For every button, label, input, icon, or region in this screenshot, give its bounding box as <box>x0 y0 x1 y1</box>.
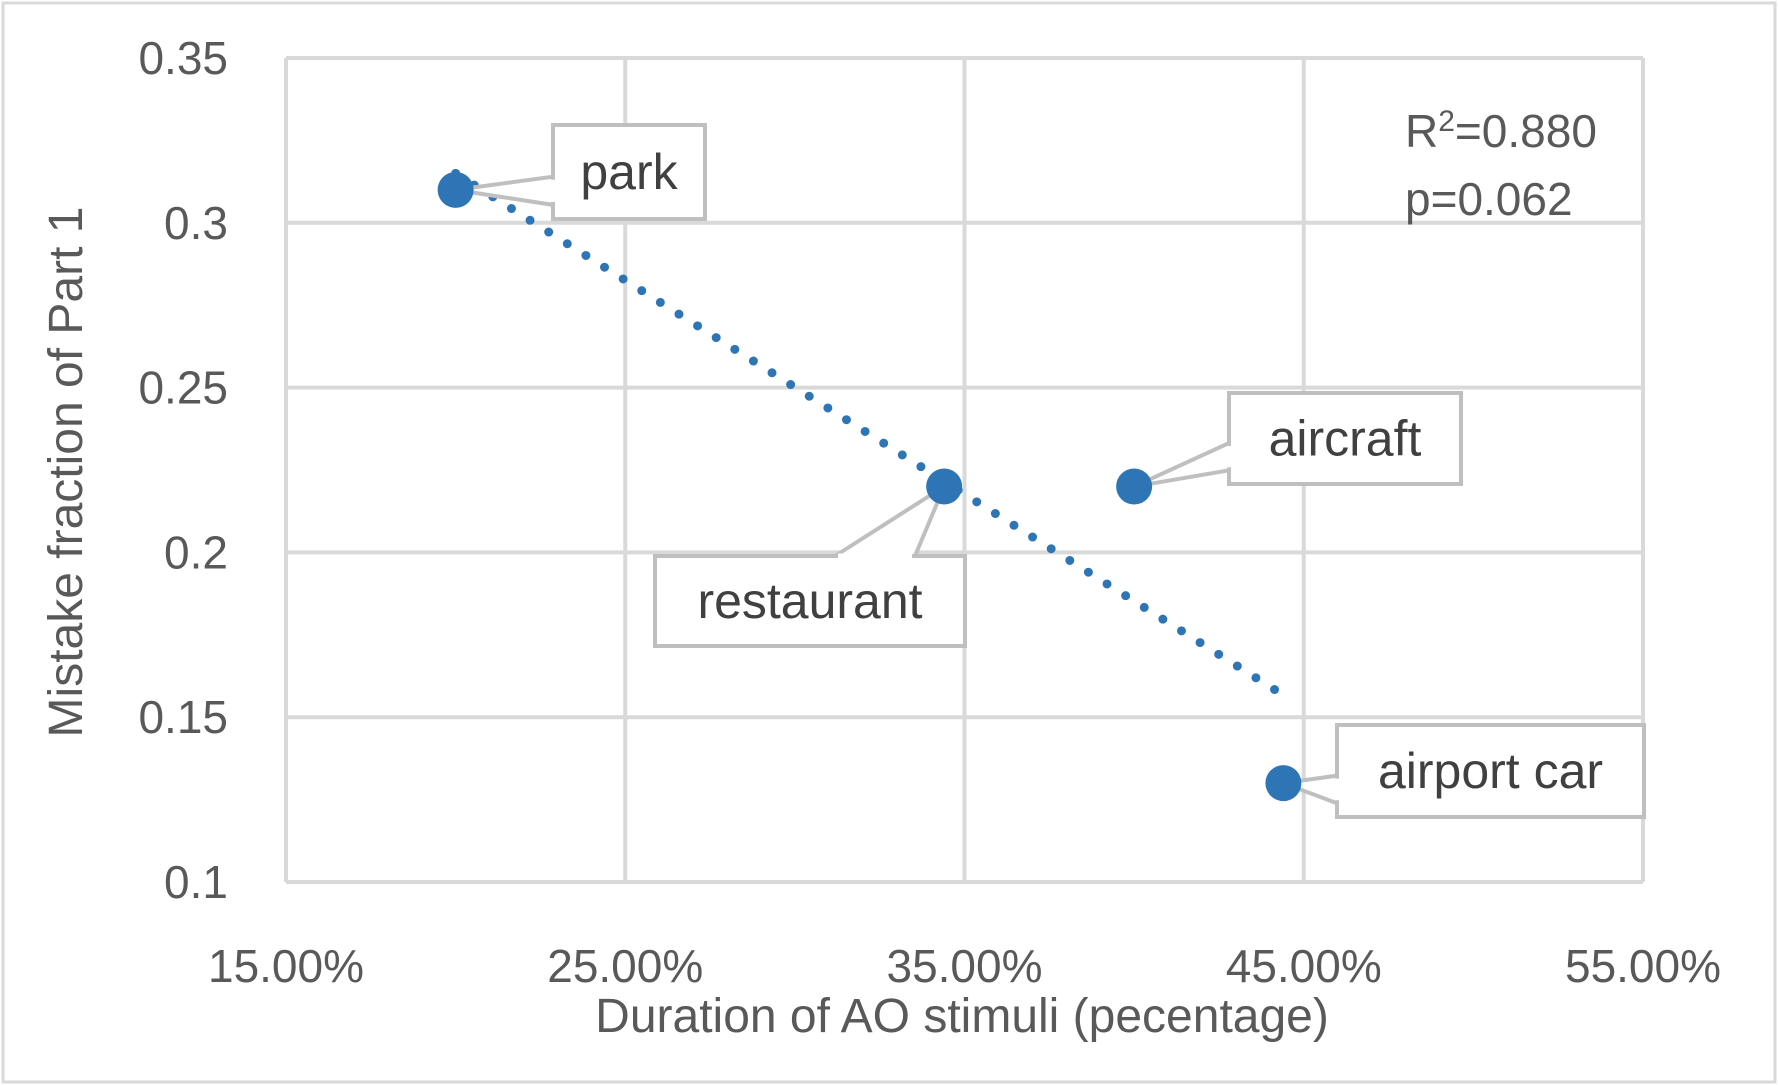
y-tick-label: 0.15 <box>138 691 228 743</box>
r-squared-annotation: R2=0.880 <box>1405 105 1597 157</box>
x-tick-label: 35.00% <box>886 940 1042 992</box>
trendline <box>451 168 1282 696</box>
x-axis-title: Duration of AO stimuli (pecentage) <box>595 990 1329 1043</box>
data-point-restaurant <box>926 468 963 505</box>
y-tick-label: 0.25 <box>138 362 228 414</box>
x-tick-label: 45.00% <box>1226 940 1382 992</box>
x-tick-label: 25.00% <box>547 940 703 992</box>
y-tick-labels: 0.35 0.3 0.25 0.2 0.15 0.1 <box>138 32 228 908</box>
y-tick-label: 0.1 <box>164 856 228 908</box>
data-markers <box>437 171 1302 802</box>
data-label-aircraft: aircraft <box>1269 411 1422 467</box>
data-label-restaurant: restaurant <box>697 573 922 629</box>
data-point-airport-car <box>1265 765 1302 802</box>
x-tick-label: 55.00% <box>1565 940 1721 992</box>
data-label-airport-car: airport car <box>1378 743 1603 799</box>
x-tick-labels: 15.00% 25.00% 35.00% 45.00% 55.00% <box>208 940 1721 992</box>
data-point-park <box>437 171 474 208</box>
data-label-park: park <box>580 144 678 200</box>
callout-box-restaurant <box>653 554 967 648</box>
callout-box-aircraft <box>1227 391 1463 486</box>
y-axis-title: Mistake fraction of Part 1 <box>40 207 93 738</box>
y-tick-label: 0.35 <box>138 32 228 84</box>
callout-box-airport-car <box>1335 723 1646 819</box>
data-label-callouts: park restaurant aircraft airport car <box>455 123 1646 819</box>
data-point-aircraft <box>1116 468 1153 505</box>
y-tick-label: 0.2 <box>164 526 228 578</box>
x-tick-label: 15.00% <box>208 940 364 992</box>
p-value-annotation: p=0.062 <box>1405 173 1573 225</box>
callout-box-park <box>551 123 707 221</box>
y-tick-label: 0.3 <box>164 197 228 249</box>
